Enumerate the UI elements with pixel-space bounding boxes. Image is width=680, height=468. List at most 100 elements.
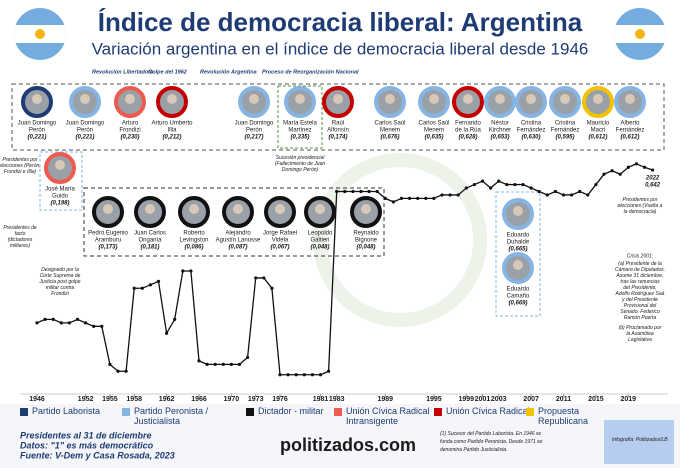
portrait-face (560, 94, 570, 104)
point (602, 172, 606, 176)
portrait-face (315, 204, 325, 214)
president-index: (0,630) (521, 135, 540, 141)
point (67, 321, 71, 325)
president-name: Pedro Eugenio (88, 231, 128, 237)
president-name: de la Rúa (455, 128, 481, 134)
president-index: (0,087) (228, 245, 247, 251)
point (246, 355, 250, 360)
point (456, 193, 460, 197)
portrait-face (125, 94, 135, 104)
note: Presidentes por elecciones (Perón, Frondiz… (0, 157, 41, 175)
president-index: (0,665) (508, 247, 527, 253)
point (132, 286, 136, 290)
point (59, 321, 63, 325)
point (197, 359, 201, 363)
footer-note: Datos: "1" es más democrático (20, 440, 154, 450)
point (440, 193, 444, 197)
president-index: (0,217) (244, 135, 263, 141)
group-box (39, 151, 83, 211)
legend-label: Propuesta Republicana (538, 406, 588, 426)
point (480, 179, 485, 183)
president-name: Aramburu (95, 238, 121, 244)
point (570, 193, 574, 197)
point (489, 186, 493, 190)
point (610, 169, 614, 173)
point (399, 196, 404, 200)
portrait-face (249, 94, 259, 104)
point (537, 189, 541, 194)
x-tick-label: 1981 (313, 396, 329, 403)
president-name: Roberto (183, 231, 205, 237)
president-name: Arturo Umberto (151, 121, 193, 127)
president-index: (0,086) (184, 245, 203, 251)
president-index: (0,048) (310, 245, 329, 251)
portrait-face (103, 204, 113, 214)
point (286, 373, 290, 377)
point (254, 276, 258, 280)
portrait-face (233, 204, 243, 214)
president-index: (0,198) (50, 201, 69, 207)
x-tick-label: 1952 (78, 396, 94, 403)
x-tick-label: 1966 (191, 396, 207, 403)
president-name: Mauricio (587, 121, 610, 127)
president-name: Néstor (491, 121, 509, 127)
point (464, 186, 468, 190)
point (165, 331, 169, 335)
point (124, 369, 128, 373)
president-index: (0,628) (458, 135, 477, 141)
president-name: Perón (246, 128, 262, 134)
president-name: Arturo (122, 121, 139, 127)
x-tick-label: 1970 (224, 396, 240, 403)
president-name: Fernández (517, 128, 546, 134)
portrait-face (463, 94, 473, 104)
point (229, 362, 233, 366)
note: Designado por la Corte Suprema de Justicia… (38, 267, 80, 297)
president-index: (0,212) (162, 135, 181, 141)
point (408, 196, 412, 200)
point (391, 200, 395, 204)
point (618, 172, 622, 176)
point (92, 324, 96, 328)
president-name: Juan Domingo (235, 121, 274, 127)
group-box (495, 191, 541, 317)
president-index: (0,612) (620, 135, 639, 141)
x-tick-label: 2001 (475, 396, 491, 403)
portrait-face (145, 204, 155, 214)
president-name: Fernández (616, 128, 645, 134)
note: (b) Proclamado por la Asamblea Legislativa (619, 325, 662, 343)
portrait-face (32, 94, 42, 104)
president-index: (0,612) (588, 135, 607, 141)
era-label: Revolución Libertadora (92, 69, 153, 75)
portrait-face (495, 94, 505, 104)
point (189, 269, 193, 273)
point (278, 373, 282, 377)
president-name: Levingston (179, 238, 208, 244)
legend-label: Dictador - militar (258, 406, 324, 416)
point (448, 193, 452, 197)
president-name: Carlos Saúl (374, 121, 405, 127)
president-index: (0,221) (27, 135, 46, 141)
president-index: (0,048) (356, 245, 375, 251)
president-name: Juan Carlos (134, 231, 166, 237)
legend-swatch (246, 408, 254, 416)
point (634, 162, 639, 166)
president-name: Galtieri (310, 238, 329, 244)
portrait-face (429, 94, 439, 104)
point (642, 165, 647, 169)
note: Presidentes por elecciones (Vuelta a la de… (618, 197, 663, 215)
president-name: Videla (272, 238, 289, 244)
president-name: Duhalde (507, 240, 530, 246)
president-name: Juan Domingo (66, 121, 105, 127)
value-label: 0,642 (645, 183, 661, 189)
point (561, 193, 566, 197)
point (497, 179, 501, 183)
point (416, 196, 420, 200)
flag-right (614, 8, 666, 60)
note: Presidentes de facto (dictadores militares) (3, 225, 37, 249)
point (626, 165, 630, 169)
portrait-face (189, 204, 199, 214)
portrait-face (513, 206, 523, 216)
watermark (313, 153, 487, 327)
president-name: Cristina (555, 121, 576, 127)
footer-note: Presidentes al 31 de diciembre (20, 430, 152, 440)
